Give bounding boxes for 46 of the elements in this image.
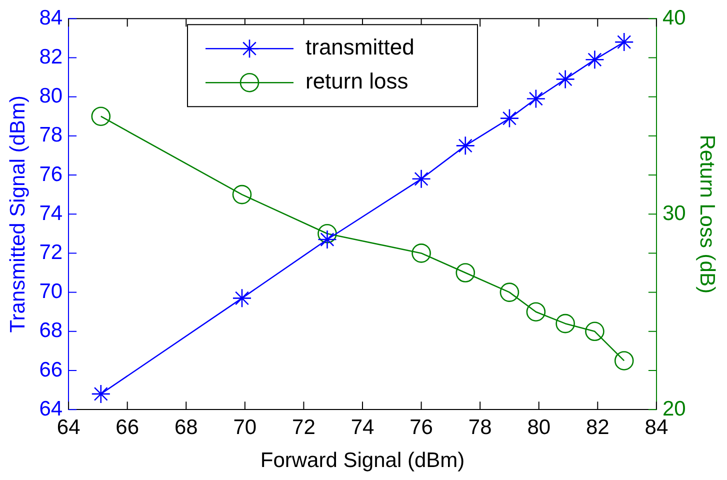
- point: [585, 322, 604, 342]
- y-tick-label: 78: [39, 124, 63, 147]
- point: [318, 224, 337, 244]
- point: [614, 351, 634, 370]
- y-axis-title: Transmitted Signal (dBm): [6, 95, 30, 333]
- x-tick-label: 70: [233, 416, 257, 439]
- point: [556, 70, 575, 89]
- legend-label: return loss: [306, 68, 408, 94]
- x-tick-label: 76: [410, 416, 433, 439]
- x-tick-label: 78: [468, 416, 492, 439]
- y-tick-label: 84: [39, 6, 63, 30]
- y-tick-label: 76: [39, 162, 63, 186]
- point: [556, 314, 575, 334]
- point: [412, 244, 431, 263]
- legend-label: transmitted: [306, 34, 414, 60]
- point: [412, 169, 431, 189]
- y-tick-label: 72: [39, 240, 63, 264]
- point: [91, 106, 111, 126]
- point: [232, 184, 252, 204]
- y-tick-label: 68: [39, 319, 63, 342]
- point: [585, 50, 604, 70]
- x-tick-label: 68: [174, 416, 198, 439]
- point: [456, 263, 476, 282]
- y-tick-label: 66: [39, 358, 63, 382]
- point: [614, 32, 634, 52]
- y2-tick-label: 40: [662, 6, 686, 30]
- point: [318, 230, 337, 250]
- y2-axis-title: Return Loss (dB): [696, 134, 719, 294]
- point: [526, 89, 546, 108]
- x-tick-label: 80: [527, 416, 551, 439]
- point: [500, 108, 520, 128]
- y-tick-label: 82: [39, 45, 63, 68]
- x-tick-label: 74: [350, 416, 374, 439]
- x-tick-label: 66: [116, 416, 140, 439]
- point: [526, 302, 546, 322]
- x-tick-label: 72: [292, 416, 316, 439]
- y-tick-label: 80: [39, 84, 63, 108]
- point: [91, 384, 111, 404]
- point: [456, 136, 476, 156]
- y-tick-label: 70: [39, 280, 63, 304]
- y-tick-label: 74: [39, 202, 63, 225]
- point: [232, 288, 252, 308]
- x-axis-title: Forward Signal (dBm): [260, 449, 465, 472]
- x-tick-label: 82: [586, 416, 610, 439]
- y2-tick-label: 30: [662, 202, 686, 225]
- point: [500, 282, 520, 302]
